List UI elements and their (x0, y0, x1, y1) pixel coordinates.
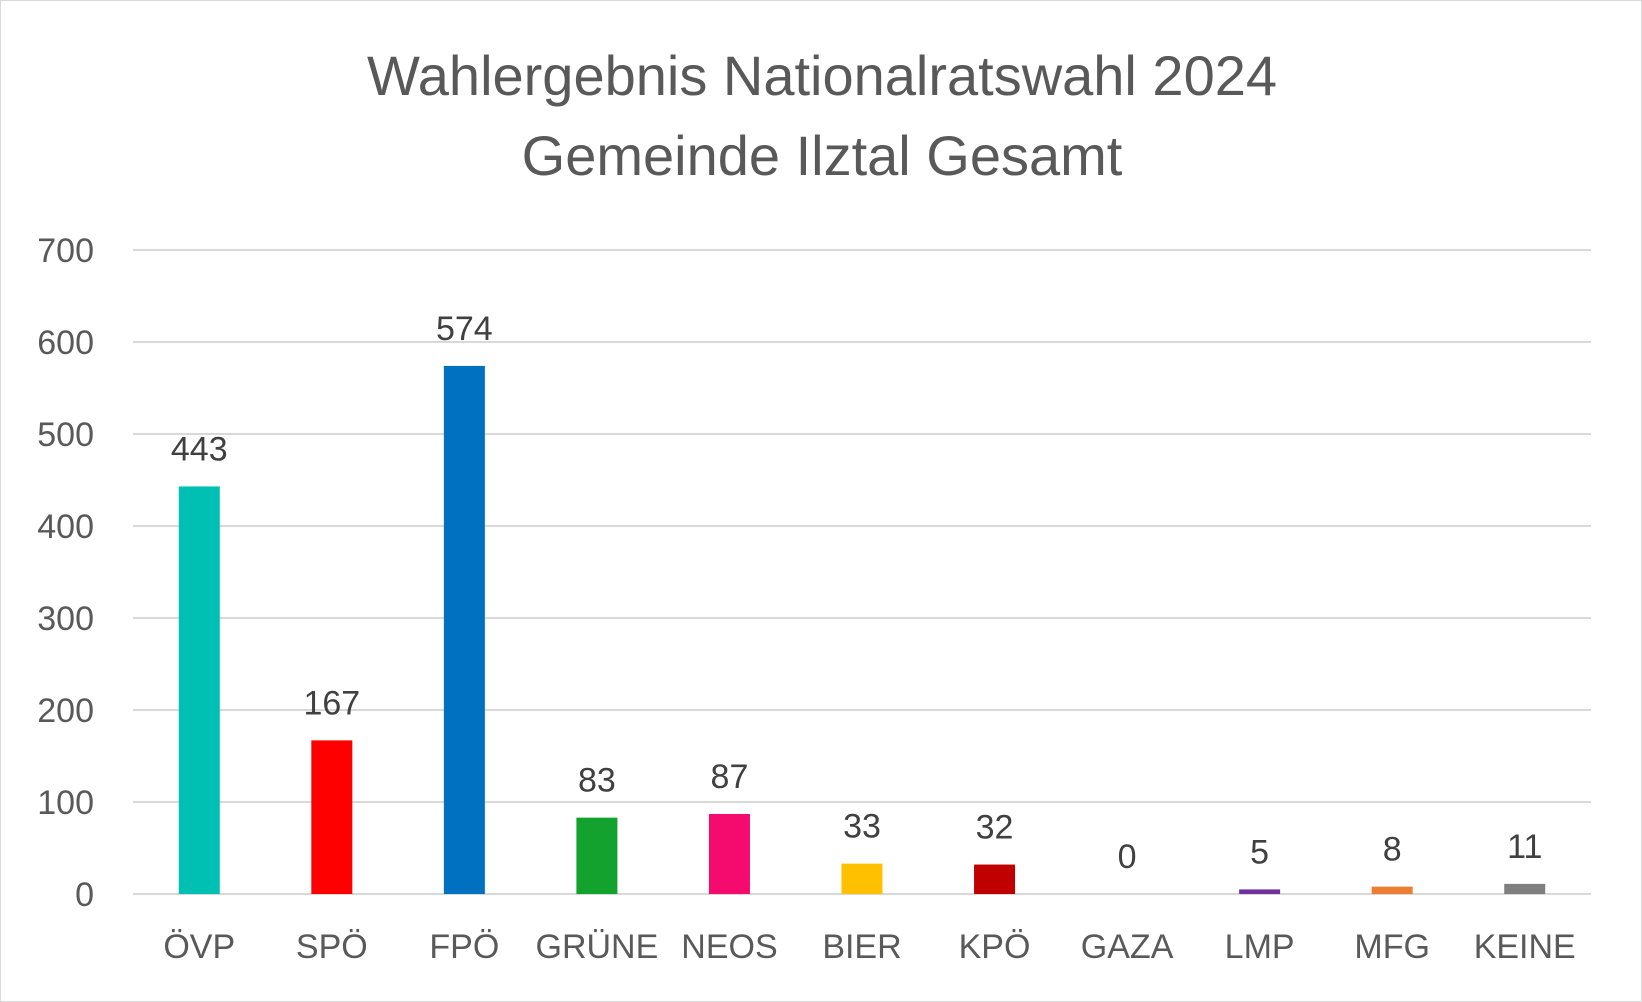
data-label: 574 (436, 310, 493, 348)
bar (576, 817, 618, 894)
y-axis-tick-labels: 0 100 200 300 400 500 600 700 (37, 232, 94, 914)
x-tick-label: KPÖ (959, 928, 1031, 966)
y-tick-label: 200 (37, 692, 94, 730)
x-tick-label: LMP (1225, 928, 1295, 966)
data-label: 11 (1507, 828, 1542, 866)
chart-title: Wahlergebnis Nationalratswahl 2024 (367, 44, 1277, 107)
x-tick-label: ÖVP (163, 928, 235, 966)
x-tick-label: NEOS (681, 928, 777, 966)
gridlines (133, 249, 1591, 895)
bar (443, 365, 485, 894)
y-tick-label: 100 (37, 784, 94, 822)
bar (1504, 883, 1546, 894)
bar (1371, 886, 1413, 894)
bar (708, 813, 750, 894)
y-tick-label: 600 (37, 324, 94, 362)
bar (974, 864, 1016, 894)
data-label: 32 (976, 809, 1014, 847)
data-label: 33 (843, 808, 881, 846)
data-labels: 443 167 574 83 87 33 32 0 5 8 11 (171, 310, 1542, 876)
x-axis-tick-labels: ÖVP SPÖ FPÖ GRÜNE NEOS BIER KPÖ GAZA LMP MFG KEINE (163, 928, 1575, 966)
y-tick-label: 400 (37, 508, 94, 546)
x-tick-label: FPÖ (429, 928, 499, 966)
x-tick-label: GAZA (1081, 928, 1174, 966)
bar (311, 740, 353, 894)
data-label: 167 (303, 684, 360, 722)
y-tick-label: 500 (37, 416, 94, 454)
x-tick-label: BIER (822, 928, 901, 966)
bar (1239, 889, 1281, 894)
data-label: 87 (711, 758, 749, 796)
y-tick-label: 0 (75, 876, 94, 914)
x-tick-label: KEINE (1474, 928, 1576, 966)
bars (178, 365, 1546, 894)
y-tick-label: 700 (37, 232, 94, 270)
y-tick-label: 300 (37, 600, 94, 638)
data-label: 5 (1250, 833, 1269, 871)
data-label: 83 (578, 762, 616, 800)
x-tick-label: SPÖ (296, 928, 368, 966)
x-tick-label: GRÜNE (536, 928, 659, 966)
chart-subtitle: Gemeinde Ilztal Gesamt (521, 124, 1123, 187)
data-label: 8 (1383, 831, 1402, 869)
bar (841, 863, 883, 894)
data-label: 0 (1118, 838, 1137, 876)
x-tick-label: MFG (1354, 928, 1430, 966)
data-label: 443 (171, 430, 228, 468)
bar (178, 486, 220, 894)
